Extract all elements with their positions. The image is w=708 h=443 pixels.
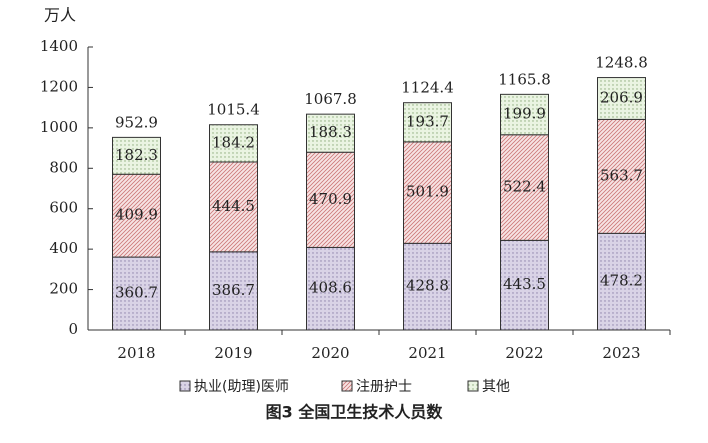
total-label: 1067.8 [304,90,357,108]
bar-segment [403,102,452,143]
total-label: 1248.8 [595,54,648,72]
bar-segment [500,134,549,241]
value-label: 360.7 [115,284,158,302]
value-label: 522.4 [503,178,546,196]
bar-segment [209,161,258,253]
bar-segment [597,77,646,120]
value-label: 478.2 [600,272,643,290]
bar-segment [112,256,161,331]
value-label: 501.9 [406,183,449,201]
x-tick-label: 2018 [117,344,155,362]
y-tick-label: 800 [49,158,78,176]
bar-segment [403,242,452,331]
chart-title: 图3 全国卫生技术人员数 [266,403,444,422]
y-axis-label: 万人 [44,6,76,25]
value-label: 184.2 [212,133,255,151]
value-label: 428.8 [406,277,449,295]
x-tick-label: 2023 [602,344,640,362]
value-label: 386.7 [212,281,255,299]
value-label: 470.9 [309,190,352,208]
y-tick-label: 400 [49,239,78,257]
value-label: 563.7 [600,166,643,184]
legend-marker [467,380,479,392]
value-label: 408.6 [309,279,352,297]
y-tick-label: 1200 [40,77,78,95]
bar-segment [500,239,549,331]
value-label: 199.9 [503,105,546,123]
bar-segment [209,124,258,163]
total-label: 1124.4 [401,79,454,97]
total-label: 1015.4 [207,101,260,119]
bar-segment [306,246,355,331]
legend-label: 其他 [482,379,510,395]
value-label: 443.5 [503,275,546,293]
y-tick-label: 600 [49,199,78,217]
y-tick-label: 1400 [40,37,78,55]
bar-segment [403,141,452,244]
bar-segment [500,93,549,136]
total-label: 1165.8 [498,70,551,88]
value-label: 193.7 [406,112,449,130]
bar-segment [306,151,355,248]
legend-marker [179,380,191,392]
bar-segment [306,113,355,153]
legend-label: 执业(助理)医师 [194,379,289,395]
value-label: 206.9 [600,88,643,106]
bar-segment [112,173,161,258]
y-tick-label: 1000 [40,118,78,136]
x-tick-label: 2022 [505,344,543,362]
value-label: 444.5 [212,197,255,215]
x-tick-label: 2021 [408,344,446,362]
legend-marker [341,380,353,392]
legend-label: 注册护士 [356,379,412,395]
bar-segment [597,118,646,234]
x-tick-label: 2019 [214,344,252,362]
y-tick-label: 200 [49,280,78,298]
value-label: 188.3 [309,123,352,141]
bar-segment [112,136,161,175]
bar-segment [597,232,646,331]
value-label: 409.9 [115,206,158,224]
total-label: 952.9 [115,113,158,131]
y-tick-label: 0 [68,320,78,338]
value-label: 182.3 [115,146,158,164]
x-tick-label: 2020 [311,344,349,362]
